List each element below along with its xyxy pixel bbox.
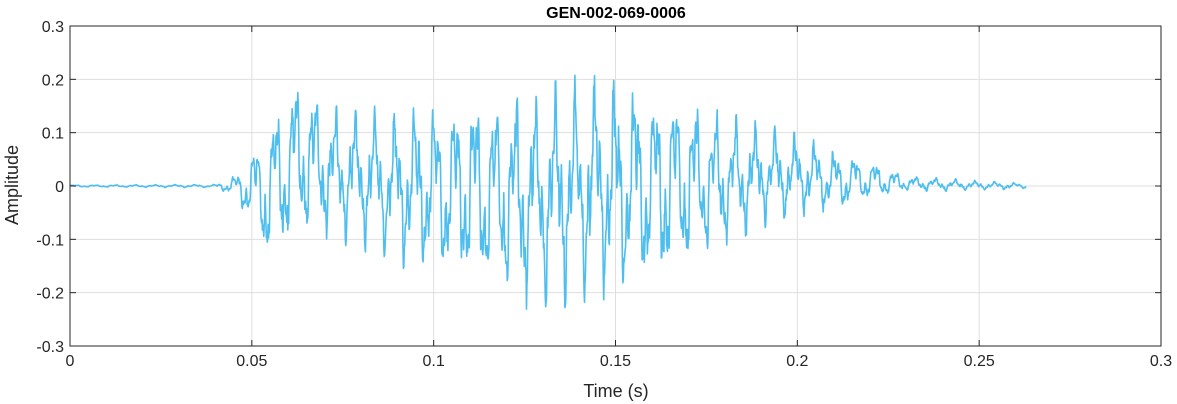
x-tick-label: 0.3 (1150, 353, 1172, 370)
y-tick-label: 0.2 (42, 72, 64, 89)
x-tick-label: 0.2 (786, 353, 808, 370)
y-tick-label: 0.1 (42, 126, 64, 143)
chart-title: GEN-002-069-0006 (546, 5, 686, 22)
y-axis-label: Amplitude (2, 145, 22, 225)
series-layer (69, 74, 1027, 310)
y-tick-label: -0.3 (36, 339, 64, 356)
x-tick-label: 0.15 (600, 353, 631, 370)
x-tick-label: 0.25 (964, 353, 995, 370)
x-tick-label: 0 (66, 353, 75, 370)
waveform-series-line (69, 74, 1027, 310)
y-tick-label: 0 (55, 179, 64, 196)
ticks-layer: 0 0.05 0.1 0.15 0.2 0.25 0.3 -0.3 -0.2 -0.1 0 0.1 0.… (36, 19, 1172, 370)
x-tick-label: 0.05 (236, 353, 267, 370)
x-tick-label: 0.1 (423, 353, 445, 370)
y-tick-label: -0.2 (36, 286, 64, 303)
y-tick-label: -0.1 (36, 232, 64, 249)
y-tick-label: 0.3 (42, 19, 64, 36)
x-axis-label: Time (s) (583, 381, 648, 401)
